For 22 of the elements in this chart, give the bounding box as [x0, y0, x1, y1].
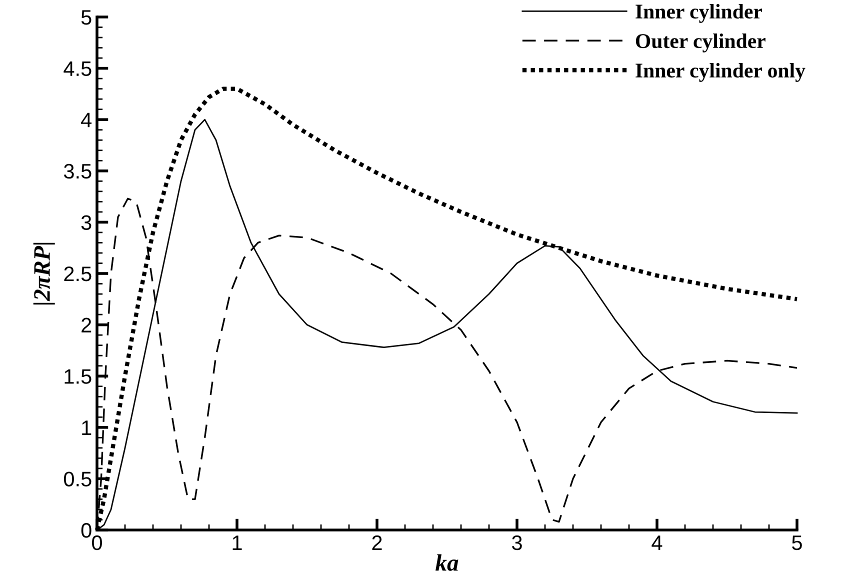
y-tick-label: 3 [81, 215, 92, 230]
legend-label: Outer cylinder [636, 33, 766, 52]
legend-label: Inner cylinder [636, 4, 762, 23]
y-tick-label: 0.5 [64, 472, 92, 486]
x-tick-label: 4 [652, 536, 662, 550]
x-tick-label: 1 [232, 536, 242, 550]
y-tick-label: 4 [81, 112, 92, 128]
x-tick-label: 2 [372, 535, 382, 550]
x-tick-label: 0 [92, 535, 102, 550]
legend-label: Inner cylinder only [636, 62, 806, 82]
x-axis-title: ka [436, 554, 458, 571]
y-axis-title: |2πRP| [33, 242, 55, 305]
y-tick-label: 1 [82, 420, 92, 435]
x-tick-label: 3 [512, 535, 522, 550]
y-tick-label: 3.5 [64, 164, 92, 179]
y-tick-label: 5 [81, 10, 92, 25]
y-tick-label: 1.5 [64, 369, 92, 384]
x-tick-label: 5 [792, 536, 802, 550]
y-tick-label: 0 [81, 523, 92, 538]
y-tick-label: 2.5 [64, 266, 92, 282]
y-tick-label: 2 [82, 318, 92, 332]
y-tick-label: 4.5 [64, 62, 92, 76]
